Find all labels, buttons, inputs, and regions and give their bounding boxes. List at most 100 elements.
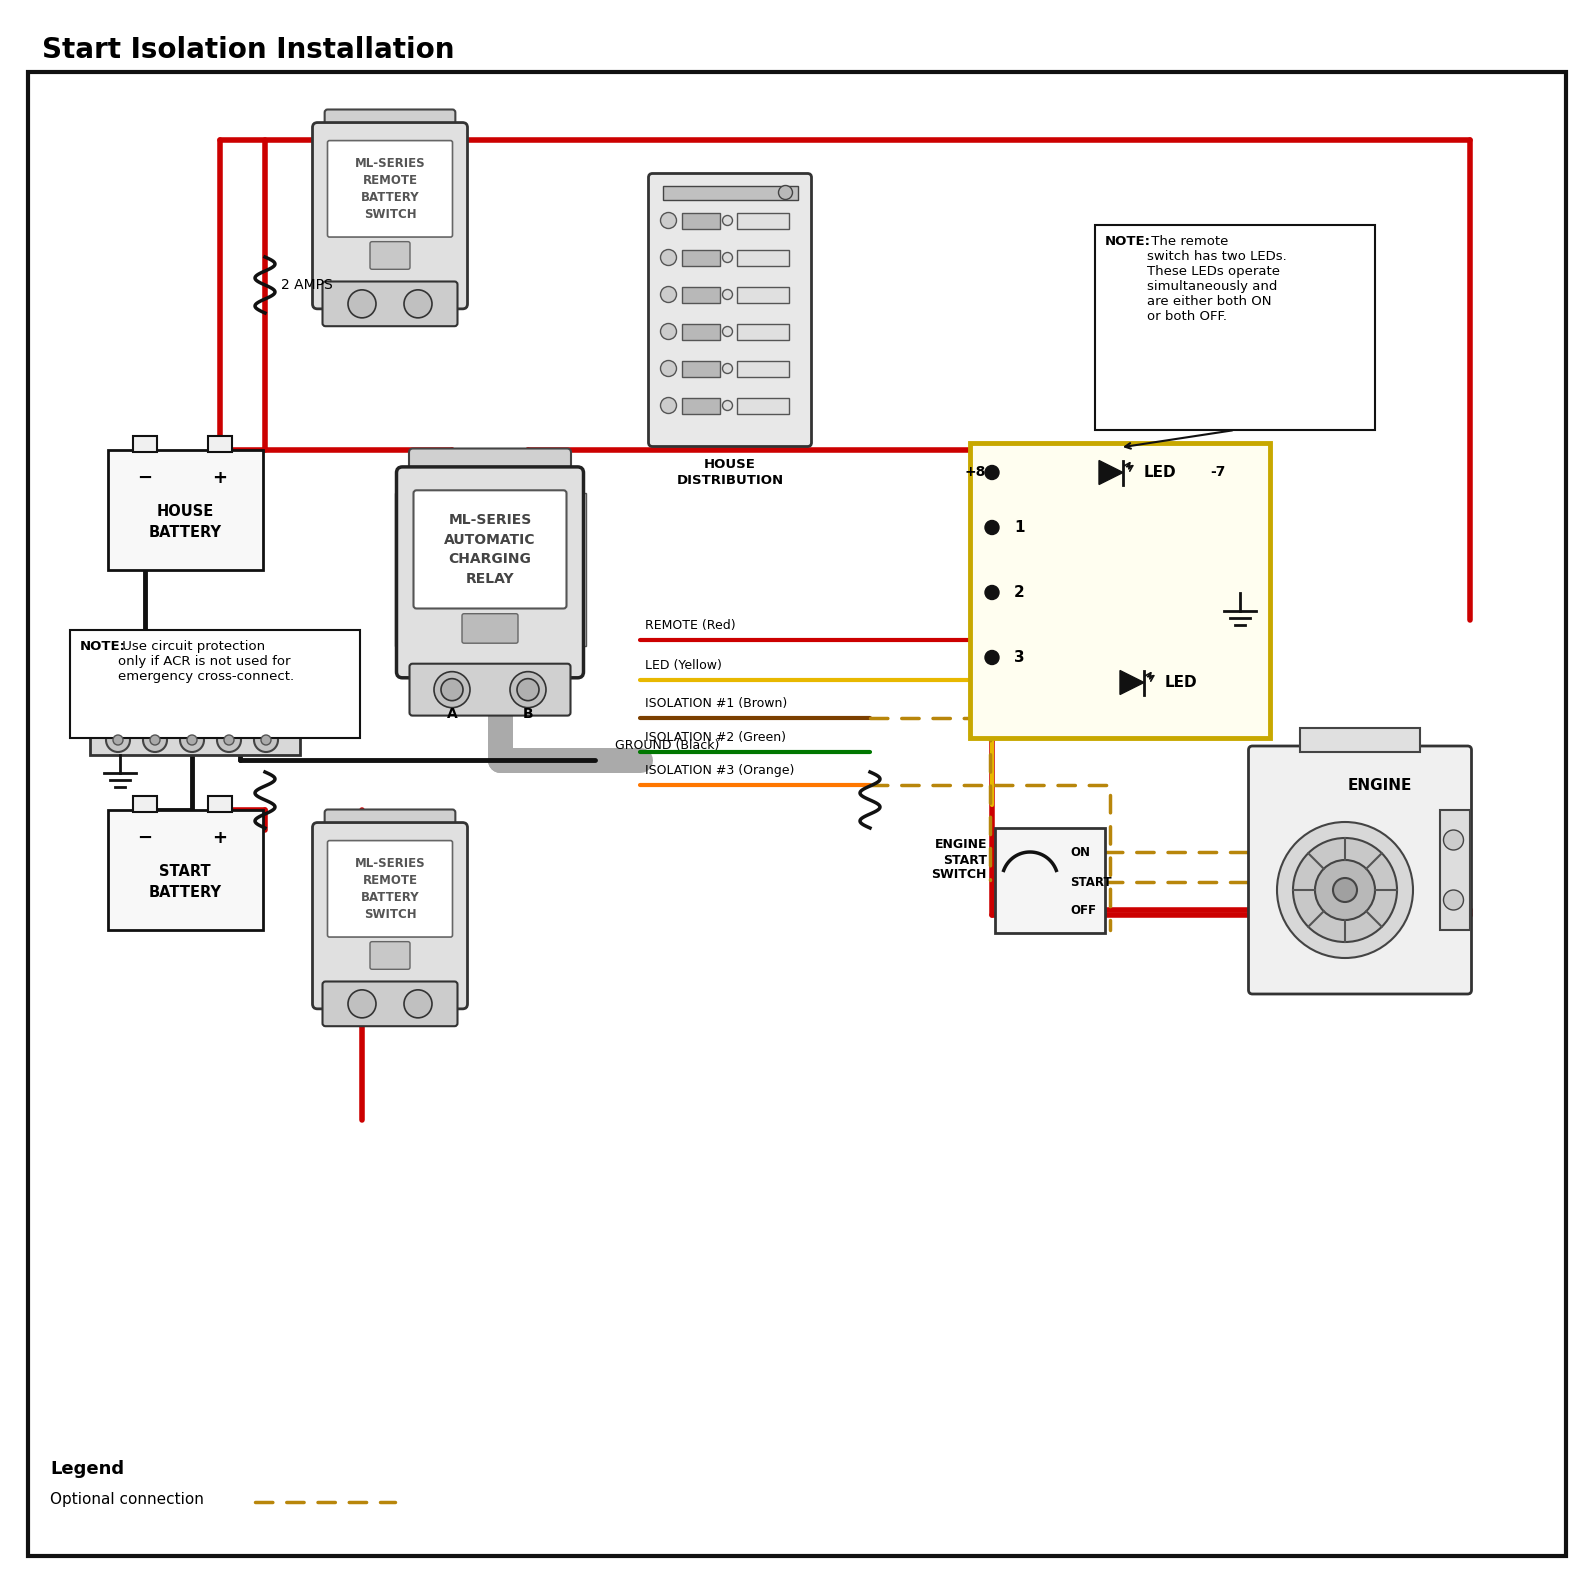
Bar — [737, 361, 789, 377]
Text: A: A — [446, 707, 457, 721]
Bar — [108, 811, 262, 930]
Text: ENGINE
START
SWITCH: ENGINE START SWITCH — [932, 838, 988, 881]
Circle shape — [661, 287, 676, 303]
FancyBboxPatch shape — [462, 614, 518, 643]
Circle shape — [723, 364, 732, 373]
Circle shape — [348, 990, 376, 1018]
Bar — [573, 493, 586, 646]
Bar — [737, 287, 789, 303]
Polygon shape — [1120, 670, 1143, 694]
Circle shape — [723, 327, 732, 337]
FancyBboxPatch shape — [370, 241, 410, 270]
FancyBboxPatch shape — [324, 110, 456, 145]
Circle shape — [149, 736, 160, 745]
Circle shape — [723, 252, 732, 262]
Bar — [133, 796, 157, 812]
Text: Legend: Legend — [49, 1460, 124, 1478]
Text: ML-SERIES
REMOTE
BATTERY
SWITCH: ML-SERIES REMOTE BATTERY SWITCH — [354, 857, 426, 921]
FancyBboxPatch shape — [413, 490, 567, 608]
Circle shape — [1443, 891, 1464, 910]
Text: START: START — [1070, 876, 1112, 889]
Bar — [208, 796, 232, 812]
Text: ON: ON — [1070, 846, 1089, 859]
Text: HOUSE
BATTERY: HOUSE BATTERY — [149, 504, 221, 539]
Bar — [1439, 811, 1469, 930]
Bar — [1096, 225, 1375, 429]
Text: +: + — [213, 828, 227, 847]
Bar — [681, 249, 719, 265]
FancyBboxPatch shape — [313, 822, 467, 1009]
FancyBboxPatch shape — [397, 468, 583, 678]
Bar — [394, 493, 407, 646]
Circle shape — [1315, 860, 1375, 919]
Circle shape — [354, 996, 370, 1012]
Circle shape — [518, 678, 538, 701]
Text: ENGINE: ENGINE — [1348, 777, 1412, 793]
FancyBboxPatch shape — [322, 982, 457, 1026]
Circle shape — [985, 466, 999, 479]
Circle shape — [661, 397, 676, 413]
FancyBboxPatch shape — [313, 123, 467, 310]
Text: B: B — [522, 707, 534, 721]
Circle shape — [179, 728, 203, 752]
Text: HOUSE
DISTRIBUTION: HOUSE DISTRIBUTION — [676, 458, 783, 487]
Circle shape — [354, 295, 370, 311]
Text: Use circuit protection
only if ACR is not used for
emergency cross-connect.: Use circuit protection only if ACR is no… — [118, 640, 294, 683]
FancyBboxPatch shape — [410, 664, 570, 715]
Bar — [970, 442, 1270, 737]
Circle shape — [218, 728, 241, 752]
Circle shape — [1443, 830, 1464, 851]
FancyBboxPatch shape — [322, 281, 457, 326]
FancyBboxPatch shape — [327, 140, 453, 238]
Circle shape — [403, 990, 432, 1018]
Circle shape — [723, 401, 732, 410]
Text: ML-SERIES
AUTOMATIC
CHARGING
RELAY: ML-SERIES AUTOMATIC CHARGING RELAY — [445, 514, 535, 586]
Circle shape — [522, 685, 534, 694]
Circle shape — [723, 215, 732, 225]
Text: −: − — [138, 469, 152, 487]
Bar — [91, 725, 300, 755]
Circle shape — [661, 361, 676, 377]
Text: LED: LED — [1143, 464, 1177, 480]
Text: 2: 2 — [1015, 586, 1024, 600]
Circle shape — [414, 300, 422, 308]
Bar — [996, 827, 1105, 932]
Circle shape — [661, 324, 676, 340]
FancyBboxPatch shape — [1248, 745, 1472, 994]
Circle shape — [410, 996, 426, 1012]
Text: +8: +8 — [964, 466, 986, 479]
Text: GROUND (Black): GROUND (Black) — [615, 739, 719, 752]
Text: LED: LED — [1166, 675, 1197, 689]
Bar — [681, 361, 719, 377]
Circle shape — [254, 728, 278, 752]
Circle shape — [446, 685, 457, 694]
Text: 1: 1 — [1015, 520, 1024, 535]
Bar — [681, 397, 719, 413]
Text: REMOTE (Red): REMOTE (Red) — [645, 619, 735, 632]
Circle shape — [260, 736, 272, 745]
Circle shape — [357, 999, 365, 1007]
Bar — [737, 324, 789, 340]
Circle shape — [1332, 878, 1358, 902]
Text: ISOLATION #3 (Orange): ISOLATION #3 (Orange) — [645, 764, 794, 777]
Bar — [133, 436, 157, 452]
Bar — [681, 212, 719, 228]
Circle shape — [357, 300, 365, 308]
Circle shape — [106, 728, 130, 752]
Text: -7: -7 — [1210, 466, 1226, 479]
Text: −: − — [138, 828, 152, 847]
Circle shape — [985, 586, 999, 600]
Bar — [208, 436, 232, 452]
FancyBboxPatch shape — [648, 174, 811, 447]
Circle shape — [441, 678, 464, 701]
FancyBboxPatch shape — [324, 809, 456, 846]
Circle shape — [723, 289, 732, 300]
Bar — [108, 450, 262, 570]
Text: NOTE:: NOTE: — [79, 640, 125, 653]
Text: ISOLATION #1 (Brown): ISOLATION #1 (Brown) — [645, 697, 788, 710]
Circle shape — [661, 212, 676, 228]
Circle shape — [985, 520, 999, 535]
Circle shape — [403, 290, 432, 318]
Bar — [681, 324, 719, 340]
Text: Start Isolation Installation: Start Isolation Installation — [41, 37, 454, 64]
